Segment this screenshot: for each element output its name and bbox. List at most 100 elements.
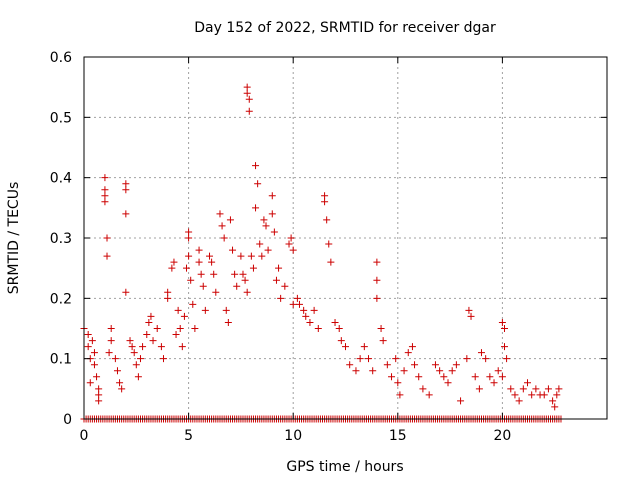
data-point xyxy=(116,379,124,387)
data-point xyxy=(164,294,172,302)
data-point xyxy=(95,385,103,393)
data-point xyxy=(132,361,140,369)
data-point xyxy=(122,288,130,296)
data-point xyxy=(555,385,563,393)
data-point xyxy=(444,379,452,387)
data-point xyxy=(352,367,360,375)
data-point xyxy=(210,270,218,278)
data-point xyxy=(208,258,216,266)
data-point xyxy=(327,258,335,266)
data-point xyxy=(379,337,387,345)
data-point xyxy=(185,252,193,260)
x-tick-label: 10 xyxy=(284,428,302,444)
data-point xyxy=(147,312,155,320)
data-point xyxy=(107,337,115,345)
data-point xyxy=(425,391,433,399)
data-point xyxy=(411,361,419,369)
data-point xyxy=(101,186,109,194)
data-point xyxy=(268,192,276,200)
data-point xyxy=(360,343,368,351)
data-point xyxy=(431,361,439,369)
data-point xyxy=(95,391,103,399)
data-point xyxy=(549,397,557,405)
data-point xyxy=(323,216,331,224)
data-point xyxy=(178,343,186,351)
y-tick-label: 0 xyxy=(63,412,72,428)
data-point xyxy=(195,258,203,266)
y-tick-label: 0.1 xyxy=(50,352,72,368)
data-point xyxy=(172,331,180,339)
data-point xyxy=(436,367,444,375)
data-point xyxy=(93,373,101,381)
x-tick-label: 20 xyxy=(493,428,511,444)
data-point xyxy=(383,361,391,369)
data-point xyxy=(270,228,278,236)
data-point xyxy=(415,373,423,381)
data-point xyxy=(331,318,339,326)
data-point xyxy=(498,318,506,326)
data-point xyxy=(511,391,519,399)
data-point xyxy=(452,361,460,369)
data-point xyxy=(231,270,239,278)
data-point xyxy=(467,312,475,320)
data-point xyxy=(394,379,402,387)
data-point xyxy=(325,240,333,248)
data-point xyxy=(86,379,94,387)
data-point xyxy=(457,397,465,405)
data-point xyxy=(256,240,264,248)
gridlines xyxy=(84,57,607,419)
data-point xyxy=(229,246,237,254)
data-point xyxy=(408,343,416,351)
data-point xyxy=(243,89,251,97)
data-point xyxy=(101,174,109,182)
data-point xyxy=(111,355,119,363)
data-point xyxy=(224,318,232,326)
data-point xyxy=(337,337,345,345)
data-point xyxy=(465,306,473,314)
data-point xyxy=(126,337,134,345)
data-point xyxy=(264,246,272,254)
data-point xyxy=(118,385,126,393)
data-point xyxy=(185,234,193,242)
y-tick-label: 0.5 xyxy=(50,110,72,126)
data-point xyxy=(130,349,138,357)
data-point xyxy=(239,270,247,278)
data-point xyxy=(287,234,295,242)
data-point xyxy=(471,373,479,381)
data-point xyxy=(107,325,115,332)
y-tick-label: 0.3 xyxy=(50,231,72,247)
data-point xyxy=(206,252,214,260)
data-point xyxy=(149,337,157,345)
data-point xyxy=(176,325,184,332)
data-point xyxy=(252,204,260,212)
data-point xyxy=(84,331,92,339)
data-point xyxy=(503,355,511,363)
data-point xyxy=(157,343,165,351)
y-axis-label: SRMTID / TECUs xyxy=(6,182,22,295)
data-point xyxy=(507,385,515,393)
data-point xyxy=(122,210,130,218)
data-point xyxy=(103,252,111,260)
x-axis-label: GPS time / hours xyxy=(286,459,403,475)
data-point xyxy=(482,355,490,363)
data-point xyxy=(346,361,354,369)
data-point xyxy=(369,367,377,375)
chart-title: Day 152 of 2022, SRMTID for receiver dga… xyxy=(194,20,496,36)
data-point xyxy=(128,343,136,351)
data-point xyxy=(314,325,322,332)
data-point xyxy=(233,282,241,290)
data-point xyxy=(477,349,485,357)
data-point xyxy=(122,180,130,188)
data-point xyxy=(243,83,251,91)
data-point xyxy=(500,343,508,351)
data-point xyxy=(277,294,285,302)
data-point xyxy=(448,367,456,375)
data-point xyxy=(260,216,268,224)
data-point xyxy=(532,385,540,393)
data-point xyxy=(551,403,559,411)
data-point xyxy=(101,192,109,200)
data-point xyxy=(145,318,153,326)
data-point xyxy=(199,282,207,290)
data-point xyxy=(419,385,427,393)
